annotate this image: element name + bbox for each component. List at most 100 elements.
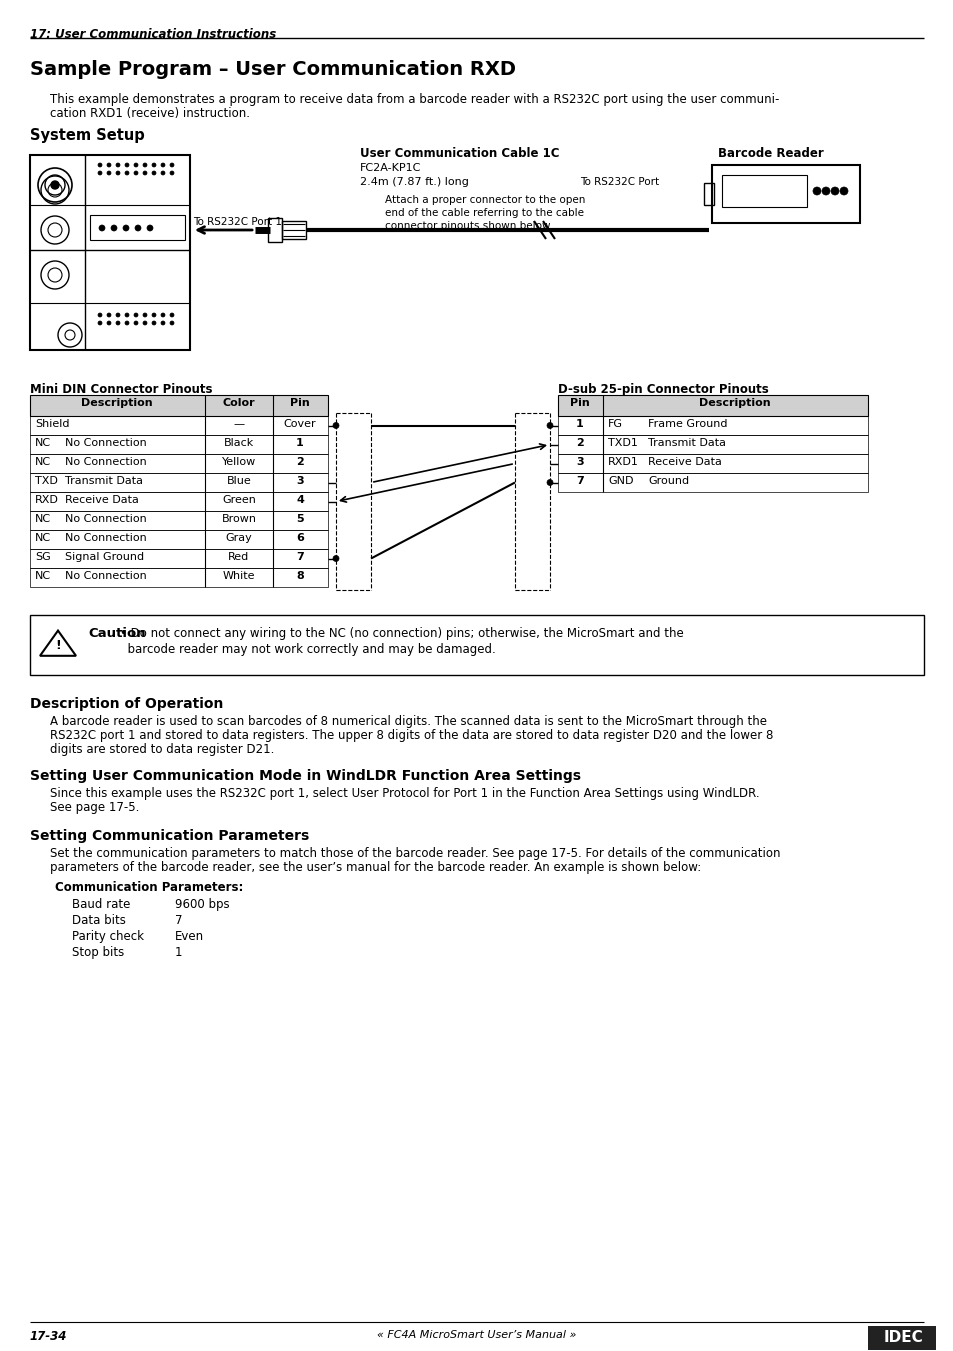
Circle shape	[821, 186, 829, 195]
Circle shape	[125, 163, 129, 168]
Text: Data bits: Data bits	[71, 915, 126, 927]
Text: FC2A-KP1C: FC2A-KP1C	[359, 163, 421, 173]
Circle shape	[116, 172, 120, 176]
Text: Pin: Pin	[290, 399, 310, 408]
Circle shape	[812, 186, 821, 195]
Text: Stop bits: Stop bits	[71, 946, 124, 959]
Text: FG: FG	[607, 419, 622, 430]
Circle shape	[107, 322, 111, 326]
Text: Transmit Data: Transmit Data	[65, 476, 143, 486]
Circle shape	[111, 226, 117, 231]
Circle shape	[99, 226, 105, 231]
Bar	[30, 511, 328, 530]
Text: Color: Color	[222, 399, 255, 408]
Text: A barcode reader is used to scan barcodes of 8 numerical digits. The scanned dat: A barcode reader is used to scan barcode…	[50, 715, 766, 728]
Circle shape	[143, 313, 147, 317]
Text: 1: 1	[576, 419, 583, 430]
Bar	[30, 435, 328, 454]
Text: Receive Data: Receive Data	[647, 457, 721, 467]
Text: 1: 1	[174, 946, 182, 959]
Text: « FC4A MicroSmart User’s Manual »: « FC4A MicroSmart User’s Manual »	[377, 1329, 576, 1340]
Circle shape	[152, 322, 156, 326]
Circle shape	[840, 186, 847, 195]
Circle shape	[143, 163, 147, 168]
Circle shape	[116, 313, 120, 317]
Circle shape	[170, 322, 173, 326]
Text: No Connection: No Connection	[65, 571, 147, 581]
Text: connector pinouts shown below.: connector pinouts shown below.	[385, 222, 553, 231]
Text: • Do not connect any wiring to the NC (no connection) pins; otherwise, the Micro: • Do not connect any wiring to the NC (n…	[120, 627, 683, 640]
Text: SG: SG	[35, 553, 51, 562]
Bar	[30, 492, 328, 511]
Text: RXD: RXD	[35, 494, 59, 505]
Text: Since this example uses the RS232C port 1, select User Protocol for Port 1 in th: Since this example uses the RS232C port …	[50, 788, 759, 800]
Text: No Connection: No Connection	[65, 534, 147, 543]
Text: Communication Parameters:: Communication Parameters:	[55, 881, 243, 894]
Circle shape	[143, 322, 147, 326]
Text: 17-34: 17-34	[30, 1329, 68, 1343]
Text: Yellow: Yellow	[222, 457, 255, 467]
Bar	[30, 549, 328, 567]
Bar	[558, 473, 867, 492]
Text: Brown: Brown	[221, 513, 256, 524]
Text: GND: GND	[607, 476, 633, 486]
Text: Transmit Data: Transmit Data	[647, 438, 725, 449]
Circle shape	[98, 163, 102, 168]
Circle shape	[133, 172, 138, 176]
Text: Gray: Gray	[226, 534, 253, 543]
Circle shape	[333, 555, 338, 562]
Circle shape	[133, 163, 138, 168]
Bar	[703, 182, 713, 205]
Bar	[558, 435, 867, 454]
Text: Attach a proper connector to the open: Attach a proper connector to the open	[385, 195, 585, 205]
Text: Red: Red	[228, 553, 250, 562]
Text: Receive Data: Receive Data	[65, 494, 139, 505]
Circle shape	[116, 322, 120, 326]
Bar	[268, 218, 282, 242]
Bar	[30, 416, 328, 435]
Text: NC: NC	[35, 513, 51, 524]
Text: 2.4m (7.87 ft.) long: 2.4m (7.87 ft.) long	[359, 177, 468, 186]
Text: TXD1: TXD1	[607, 438, 638, 449]
Text: See page 17-5.: See page 17-5.	[50, 801, 139, 815]
Text: White: White	[222, 571, 255, 581]
Bar	[282, 222, 306, 239]
Text: RS232C port 1 and stored to data registers. The upper 8 digits of the data are s: RS232C port 1 and stored to data registe…	[50, 730, 773, 742]
Bar	[30, 394, 328, 416]
Text: parameters of the barcode reader, see the user’s manual for the barcode reader. : parameters of the barcode reader, see th…	[50, 861, 700, 874]
Text: cation RXD1 (receive) instruction.: cation RXD1 (receive) instruction.	[50, 107, 250, 120]
Text: RXD1: RXD1	[607, 457, 639, 467]
Text: Blue: Blue	[227, 476, 251, 486]
Text: 3: 3	[576, 457, 583, 467]
Bar	[558, 394, 867, 416]
Text: Description: Description	[81, 399, 152, 408]
Circle shape	[98, 322, 102, 326]
Text: NC: NC	[35, 571, 51, 581]
Circle shape	[830, 186, 838, 195]
Text: Signal Ground: Signal Ground	[65, 553, 144, 562]
Circle shape	[161, 322, 165, 326]
Text: !: !	[55, 639, 61, 653]
Bar	[30, 473, 328, 492]
Text: Pin: Pin	[570, 399, 589, 408]
Text: System Setup: System Setup	[30, 128, 145, 143]
Bar	[30, 155, 190, 350]
Text: 7: 7	[295, 553, 304, 562]
Text: 8: 8	[295, 571, 304, 581]
Text: Description: Description	[699, 399, 770, 408]
Text: Shield: Shield	[35, 419, 70, 430]
Text: No Connection: No Connection	[65, 513, 147, 524]
Text: 2: 2	[295, 457, 304, 467]
Text: 6: 6	[295, 534, 304, 543]
Text: Cover: Cover	[283, 419, 316, 430]
Bar	[30, 615, 923, 676]
Circle shape	[546, 480, 553, 485]
Text: Description of Operation: Description of Operation	[30, 697, 223, 711]
Circle shape	[135, 226, 141, 231]
Text: Setting User Communication Mode in WindLDR Function Area Settings: Setting User Communication Mode in WindL…	[30, 769, 580, 784]
Text: NC: NC	[35, 534, 51, 543]
Circle shape	[152, 313, 156, 317]
Circle shape	[143, 172, 147, 176]
Circle shape	[51, 181, 59, 189]
Bar	[721, 176, 806, 207]
